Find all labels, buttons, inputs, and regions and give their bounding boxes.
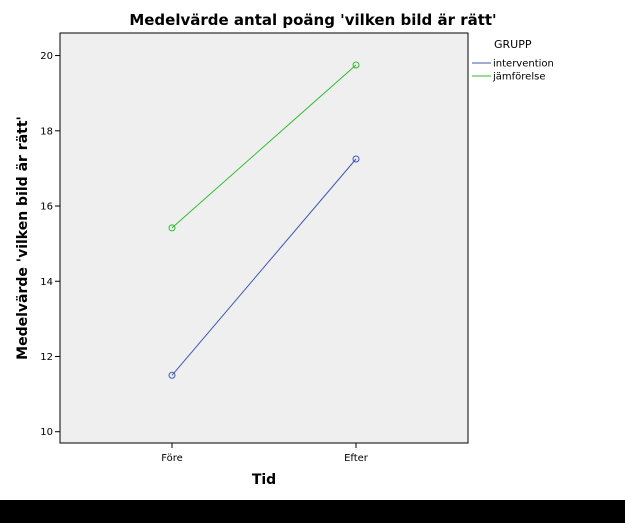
bottom-black-bar xyxy=(0,500,625,523)
y-tick-label: 18 xyxy=(40,126,53,137)
x-axis-ticks: Före Efter xyxy=(161,443,369,464)
y-tick-label: 16 xyxy=(40,202,53,213)
series-line-1 xyxy=(171,158,357,376)
legend-label: intervention xyxy=(493,59,554,70)
y-tick-label: 20 xyxy=(40,51,53,62)
x-tick-label: Efter xyxy=(344,453,369,464)
series-point-1 xyxy=(352,155,360,163)
legend-label: jämförelse xyxy=(492,72,545,83)
plot-area xyxy=(59,32,469,444)
y-axis-title: Medelvärde 'vilken bild är rätt' xyxy=(15,116,31,360)
series-point-2 xyxy=(168,224,176,232)
legend: GRUPP intervention jämförelse xyxy=(472,38,554,83)
series-line-2 xyxy=(171,64,357,229)
y-axis-ticks: 10 12 14 16 18 20 xyxy=(40,51,60,438)
x-tick-label: Före xyxy=(161,453,183,464)
y-tick-label: 12 xyxy=(40,352,53,363)
series-point-1 xyxy=(168,371,176,379)
y-tick-label: 14 xyxy=(40,277,53,288)
chart-title: Medelvärde antal poäng 'vilken bild är r… xyxy=(129,11,496,29)
series-layer xyxy=(168,61,360,379)
x-axis-title: Tid xyxy=(252,472,276,488)
legend-title: GRUPP xyxy=(494,38,532,51)
y-tick-label: 10 xyxy=(40,427,53,438)
series-point-2 xyxy=(352,61,360,69)
